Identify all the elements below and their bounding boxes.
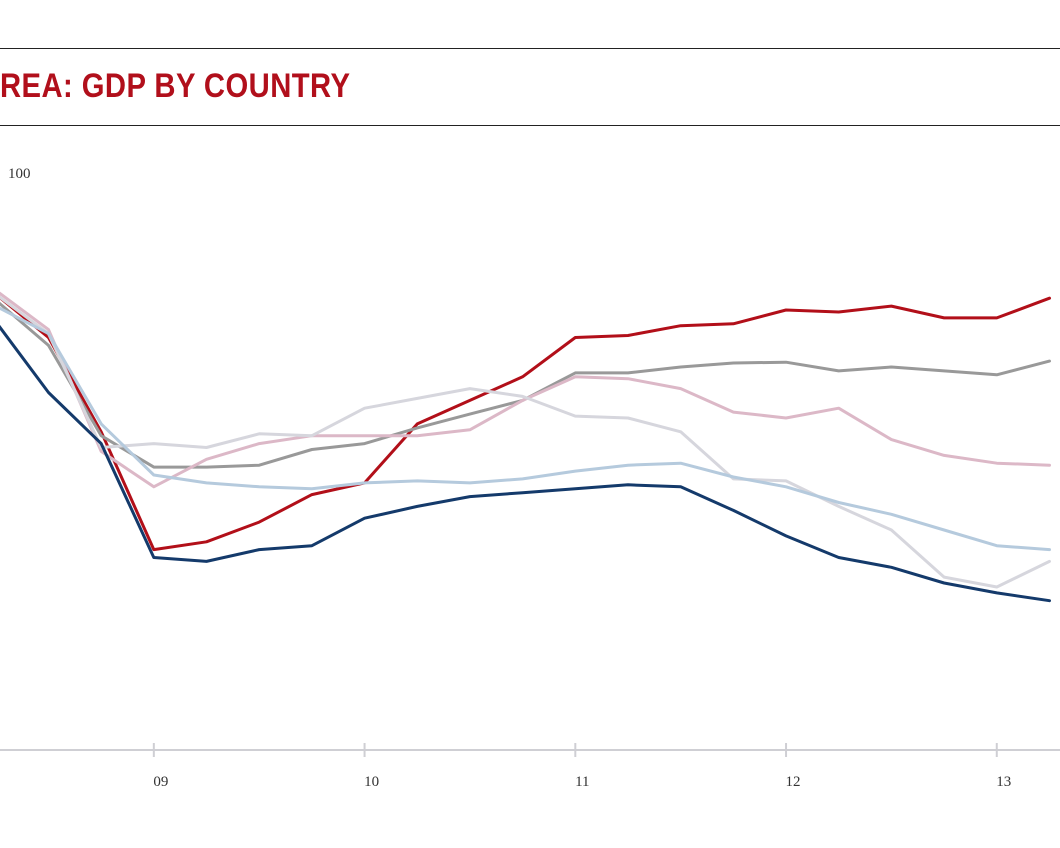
x-tick-layer: 09 10 11 12 13	[152, 743, 1011, 790]
series-line-3	[0, 291, 1051, 489]
x-tick-label: 09	[153, 774, 168, 790]
x-tick-label: 11	[575, 774, 589, 790]
series-line-4	[0, 295, 1051, 589]
series-layer	[0, 291, 1051, 603]
series-line-1	[0, 295, 1051, 552]
x-tick-label: 12	[786, 774, 801, 790]
header-bottom-rule	[0, 125, 1060, 126]
x-tick-label: 10	[364, 774, 379, 790]
chart-title: REA: GDP BY COUNTRY	[0, 67, 351, 105]
header-top-rule	[0, 48, 1060, 49]
y-unit-label: 100	[8, 166, 31, 182]
series-line-5	[0, 306, 1051, 552]
x-tick-label: 13	[996, 774, 1011, 790]
series-line-6	[0, 324, 1051, 603]
